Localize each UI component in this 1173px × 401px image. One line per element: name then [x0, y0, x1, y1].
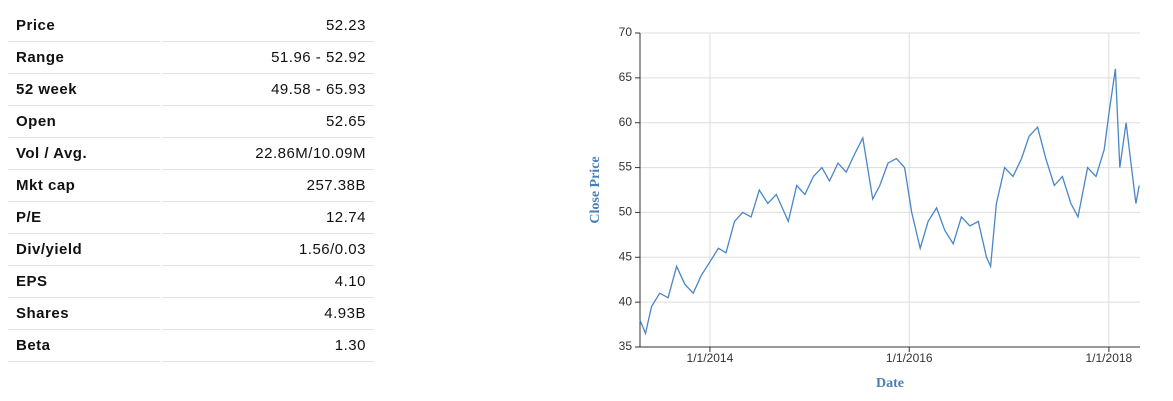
x-axis-label: Date	[876, 376, 904, 391]
y-tick-label: 40	[619, 294, 633, 308]
stat-label: Div/yield	[8, 233, 162, 266]
stat-value: 4.93B	[161, 297, 374, 330]
stat-value: 257.38B	[161, 169, 374, 202]
table-row: Div/yield 1.56/0.03	[8, 233, 374, 266]
x-tick-label: 1/1/2018	[1086, 351, 1133, 365]
y-axis-label: Close Price	[588, 156, 603, 223]
stat-value: 52.23	[161, 10, 374, 42]
x-tick-label: 1/1/2014	[687, 351, 734, 365]
stat-label: Mkt cap	[8, 169, 162, 202]
stat-value: 1.30	[161, 329, 374, 362]
stat-label: Vol / Avg.	[8, 137, 162, 170]
stat-value: 51.96 - 52.92	[161, 41, 374, 74]
y-tick-label: 55	[619, 160, 633, 174]
stat-label: Beta	[8, 329, 162, 362]
stat-value: 12.74	[161, 201, 374, 234]
table-row: EPS 4.10	[8, 265, 374, 298]
table-row: Mkt cap 257.38B	[8, 169, 374, 202]
table-row: Beta 1.30	[8, 329, 374, 362]
stat-label: Shares	[8, 297, 162, 330]
y-tick-label: 35	[619, 339, 633, 353]
stat-label: Price	[8, 10, 162, 42]
stat-label: EPS	[8, 265, 162, 298]
price-line	[639, 68, 1140, 336]
y-tick-label: 70	[619, 25, 633, 39]
stat-value: 52.65	[161, 105, 374, 138]
stat-label: Open	[8, 105, 162, 138]
stat-value: 22.86M/10.09M	[161, 137, 374, 170]
table-row: 52 week 49.58 - 65.93	[8, 73, 374, 106]
y-tick-label: 65	[619, 70, 633, 84]
y-tick-label: 45	[619, 249, 633, 263]
stats-table: Price 52.23 Range 51.96 - 52.92 52 week 49.58…	[8, 10, 374, 362]
stat-value: 1.56/0.03	[161, 233, 374, 266]
stat-label: P/E	[8, 201, 162, 234]
table-row: Shares 4.93B	[8, 297, 374, 330]
table-row: Vol / Avg. 22.86M/10.09M	[8, 137, 374, 170]
table-row: Range 51.96 - 52.92	[8, 41, 374, 74]
table-row: Open 52.65	[8, 105, 374, 138]
stat-value: 4.10	[161, 265, 374, 298]
table-row: P/E 12.74	[8, 201, 374, 234]
x-tick-label: 1/1/2016	[886, 351, 933, 365]
stat-value: 49.58 - 65.93	[161, 73, 374, 106]
y-tick-label: 60	[619, 115, 633, 129]
stat-label: 52 week	[8, 73, 162, 106]
y-tick-label: 50	[619, 205, 633, 219]
table-row: Price 52.23	[8, 10, 374, 42]
stat-label: Range	[8, 41, 162, 74]
